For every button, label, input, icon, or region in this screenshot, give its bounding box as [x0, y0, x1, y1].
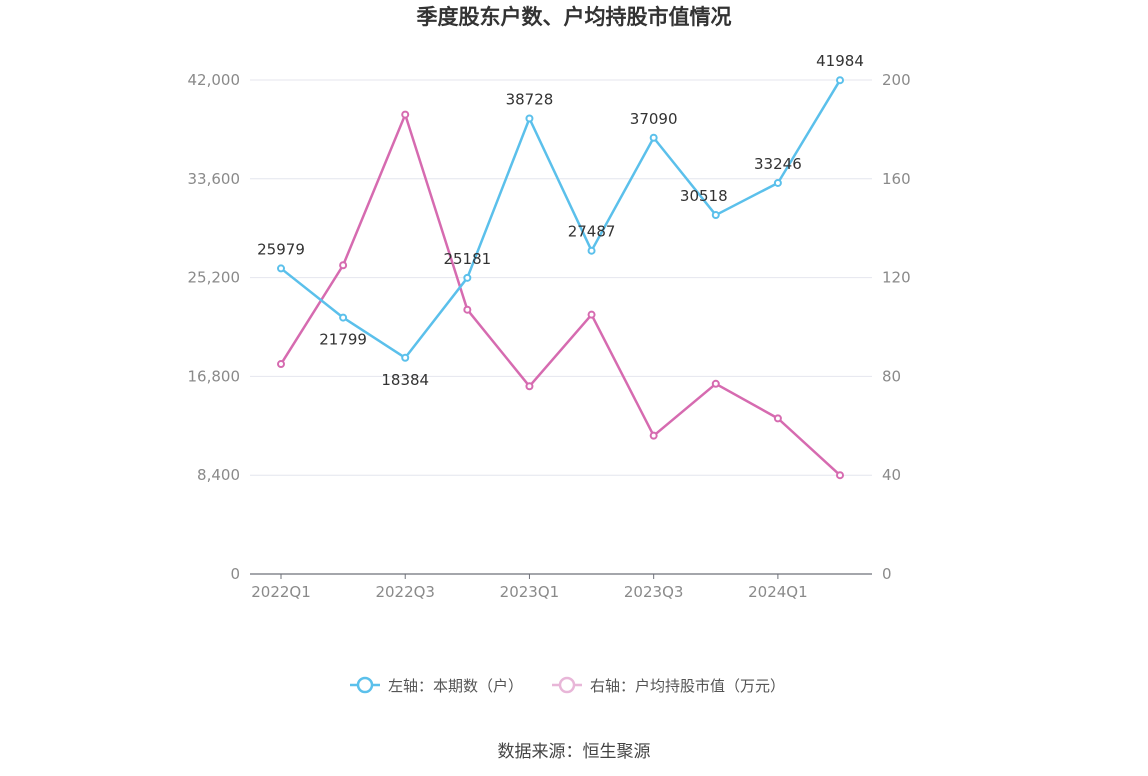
data-label: 37090 — [630, 110, 678, 128]
data-label: 25181 — [443, 250, 491, 268]
series-line-avg-value — [279, 113, 841, 477]
point-holders[interactable] — [836, 76, 844, 85]
y-left-tick-label: 33,600 — [188, 170, 241, 188]
point-holders[interactable] — [773, 178, 782, 187]
point-holders[interactable] — [587, 246, 596, 255]
point-holders[interactable] — [277, 264, 285, 273]
legend-marker-icon — [356, 676, 374, 694]
data-label: 41984 — [816, 52, 864, 70]
point-holders[interactable] — [525, 114, 534, 123]
legend[interactable]: 左轴：本期数（户） 右轴：户均持股市值（万元） — [350, 676, 785, 695]
source-note: 数据来源：恒生聚源 — [498, 742, 651, 762]
point-avg-value[interactable] — [401, 110, 410, 119]
point-avg-value[interactable] — [649, 431, 658, 440]
series-line-holders — [280, 79, 842, 360]
y-right-tick-label: 80 — [882, 367, 901, 385]
data-label: 38728 — [506, 90, 554, 108]
point-avg-value[interactable] — [836, 471, 844, 480]
y-left-tick-label: 8,400 — [197, 466, 240, 484]
point-avg-value[interactable] — [711, 379, 720, 388]
y-left-tick-label: 25,200 — [188, 269, 241, 287]
y-right-tick-label: 40 — [882, 466, 901, 484]
data-label: 18384 — [381, 371, 429, 389]
grid-lines — [250, 79, 872, 476]
y-right-tick-label: 160 — [882, 170, 911, 188]
y-right-tick-label: 120 — [882, 269, 911, 287]
point-holders[interactable] — [649, 133, 658, 142]
legend-item-avg-value[interactable]: 右轴：户均持股市值（万元） — [552, 676, 785, 695]
point-avg-value[interactable] — [463, 305, 472, 314]
x-tick-label: 2023Q3 — [624, 583, 684, 601]
series-layer — [277, 76, 844, 480]
x-tick-label: 2022Q1 — [251, 583, 311, 601]
y-right-tick-label: 200 — [882, 71, 911, 89]
legend-marker-icon — [558, 676, 576, 694]
data-label: 30518 — [680, 187, 728, 205]
x-tick-label: 2022Q3 — [375, 583, 435, 601]
point-avg-value[interactable] — [773, 414, 782, 423]
x-tick-label: 2024Q1 — [748, 583, 808, 601]
point-holders[interactable] — [711, 211, 720, 220]
legend-label: 左轴：本期数（户） — [388, 677, 523, 695]
point-avg-value[interactable] — [525, 382, 534, 391]
point-avg-value[interactable] — [277, 360, 285, 369]
x-tick-label: 2023Q1 — [500, 583, 560, 601]
data-label: 27487 — [568, 223, 616, 241]
y-left-tick-label: 42,000 — [188, 71, 241, 89]
y-left-tick-label: 0 — [230, 565, 240, 583]
point-avg-value[interactable] — [587, 310, 596, 319]
point-holders[interactable] — [339, 313, 348, 322]
legend-label: 右轴：户均持股市值（万元） — [590, 677, 785, 695]
legend-item-holders[interactable]: 左轴：本期数（户） — [350, 676, 523, 695]
y-right-tick-label: 0 — [882, 565, 892, 583]
point-holders[interactable] — [401, 353, 410, 362]
point-avg-value[interactable] — [339, 261, 348, 270]
axes: 0 8,400 16,800 25,200 33,600 42,000 0 40 80 120 16… — [188, 71, 911, 601]
data-label: 21799 — [319, 331, 367, 349]
data-labels: 25979 21799 18384 25181 38728 27487 37090 30518… — [257, 52, 864, 389]
data-label: 33246 — [754, 155, 802, 173]
y-left-tick-label: 16,800 — [188, 367, 241, 385]
data-label: 25979 — [257, 240, 305, 258]
chart-title: 季度股东户数、户均持股市值情况 — [417, 5, 732, 29]
point-holders[interactable] — [463, 273, 472, 282]
